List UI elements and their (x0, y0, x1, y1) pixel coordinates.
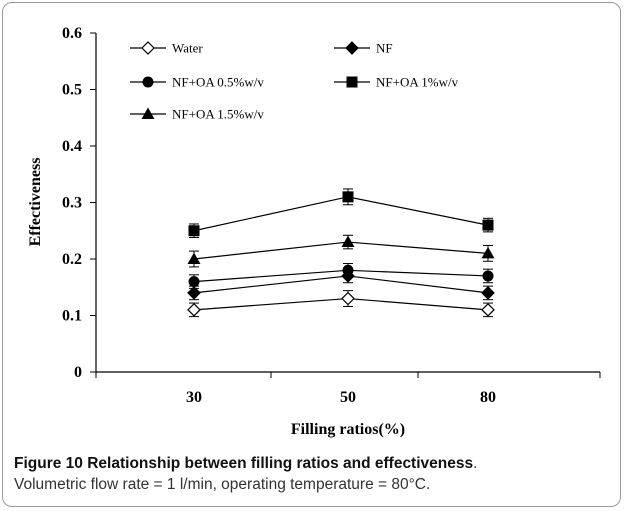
legend-label: Water (172, 41, 203, 56)
legend-marker (346, 76, 358, 88)
series-1 (187, 290, 495, 318)
x-ticks: 30 50 80 (95, 372, 601, 406)
data-point (341, 235, 355, 248)
data-point (187, 286, 201, 300)
figure-frame (2, 2, 621, 507)
y-axis-title: Effectiveness (27, 158, 44, 247)
data-point (481, 303, 495, 317)
data-point (482, 270, 494, 282)
legend-item: NF (334, 41, 393, 56)
y-tick-label: 0.1 (62, 308, 82, 325)
x-tick-label: 80 (480, 389, 496, 406)
data-point (481, 246, 495, 259)
legend-label: NF+OA 1%w/v (376, 75, 459, 90)
y-tick-label: 0.5 (62, 82, 82, 99)
figure-caption: Figure 10 Relationship between filling r… (14, 453, 614, 495)
data-point (187, 303, 201, 317)
series-layer (187, 188, 495, 318)
data-point (188, 276, 200, 288)
data-point (188, 225, 200, 237)
data-point (341, 291, 355, 306)
y-tick-label: 0.2 (62, 251, 82, 268)
x-tick-label: 50 (340, 389, 356, 406)
legend-label: NF+OA 0.5%w/v (172, 75, 264, 90)
series-line (193, 269, 489, 283)
x-tick-label: 30 (186, 389, 202, 406)
series-line (193, 297, 489, 311)
legend-marker (345, 41, 359, 55)
caption-title: Relationship between filling ratios and … (87, 455, 474, 472)
series-3 (188, 263, 494, 289)
series-4 (188, 188, 494, 239)
y-tick-label: 0 (74, 364, 82, 381)
y-tick-label: 0.6 (62, 25, 82, 42)
legend-label: NF+OA 1.5%w/v (172, 107, 264, 122)
data-point (481, 286, 495, 300)
chart: 0 0.1 0.2 0.3 0.4 0.5 0.6 30 50 80 Water NF NF+OA … (27, 25, 601, 438)
caption-title-end: . (473, 455, 478, 472)
series-line (193, 241, 489, 260)
caption-text: Volumetric flow rate = 1 l/min, operatin… (14, 476, 431, 493)
legend-item: Water (130, 41, 203, 56)
data-point (482, 219, 494, 231)
series-5 (187, 234, 495, 268)
legend-label: NF (376, 41, 393, 56)
y-tick-label: 0.4 (62, 138, 82, 155)
data-point (187, 252, 201, 264)
x-axis-title: Filling ratios(%) (291, 421, 405, 438)
y-tick-label: 0.3 (62, 195, 82, 212)
legend-marker (141, 41, 155, 55)
data-point (342, 264, 354, 276)
series-line (193, 196, 489, 232)
legend-item: NF+OA 1.5%w/v (130, 107, 264, 122)
data-point (342, 191, 354, 203)
legend-item: NF+OA 0.5%w/v (130, 75, 264, 90)
caption-label: Figure 10 (14, 455, 83, 472)
legend-marker (142, 76, 154, 88)
y-ticks: 0 0.1 0.2 0.3 0.4 0.5 0.6 (62, 25, 96, 381)
legend-marker (141, 107, 155, 119)
legend: Water NF NF+OA 0.5%w/v NF+OA 1%w/v NF+OA 1.5… (130, 41, 459, 122)
legend-item: NF+OA 1%w/v (334, 75, 459, 90)
